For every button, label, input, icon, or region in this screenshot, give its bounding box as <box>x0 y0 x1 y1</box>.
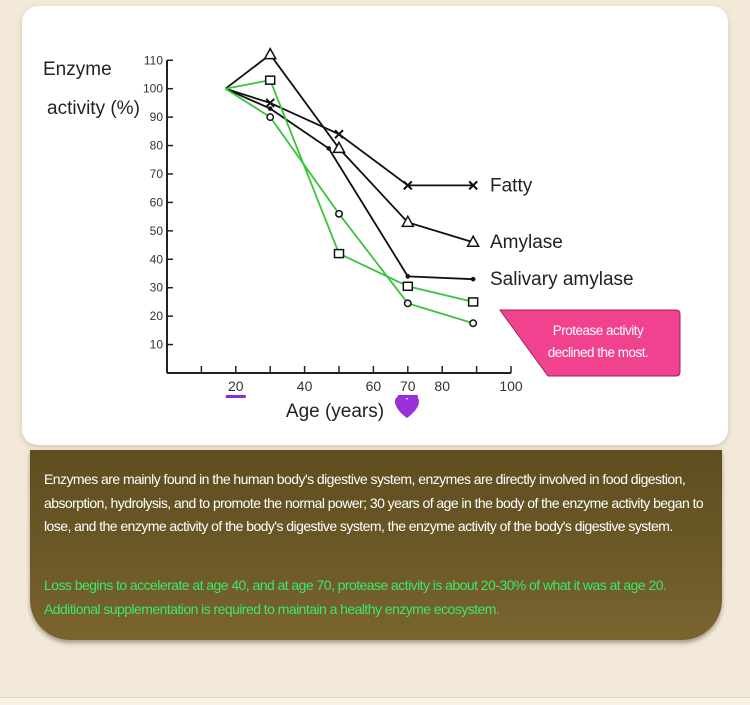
data-point-x <box>265 98 275 108</box>
data-point-square <box>264 75 276 85</box>
data-point-triangle <box>332 140 346 154</box>
x-mark <box>468 180 478 191</box>
x-tick-underline <box>225 395 246 398</box>
y-tick-label: 90 <box>150 110 164 124</box>
y-tick-label: 50 <box>150 224 164 238</box>
callout-text: Protease activity declined the most. <box>518 320 678 364</box>
description-panel: Enzymes are mainly found in the human bo… <box>30 450 722 640</box>
data-point-circle <box>266 113 275 122</box>
series-label: Salivary amylase <box>490 269 634 290</box>
data-point-x <box>334 129 344 139</box>
y-axis-title-line1: Enzyme <box>43 59 112 80</box>
data-point-x <box>468 180 478 191</box>
series-line <box>224 87 474 325</box>
x-tick-label: 60 <box>366 378 382 394</box>
data-point-triangle <box>263 47 277 60</box>
data-point-dot <box>470 276 476 282</box>
callout-box <box>499 309 681 377</box>
x-tick-label: 20 <box>228 378 244 394</box>
data-point-square <box>467 297 479 307</box>
data-point-dot <box>326 146 331 151</box>
data-point-circle <box>403 299 412 308</box>
data-point-dot <box>267 106 273 111</box>
series-label: Fatty <box>490 175 533 196</box>
series-line <box>225 79 474 303</box>
bottom-divider <box>0 697 750 705</box>
data-point-triangle <box>401 214 415 228</box>
data-point-square <box>402 281 414 292</box>
y-axis-title-line2: activity (%) <box>47 98 140 119</box>
y-tick-label: 100 <box>143 82 163 96</box>
y-tick-label: 40 <box>150 252 164 266</box>
y-tick-label: 30 <box>150 281 164 295</box>
series-line <box>224 53 474 244</box>
data-point-square <box>333 248 345 259</box>
x-tick-label: 70 <box>400 378 416 394</box>
x-mark <box>265 98 275 108</box>
callout-line-2: declined the most. <box>547 345 649 360</box>
y-tick-label: 60 <box>150 195 164 209</box>
x-tick-label: 80 <box>434 378 450 394</box>
data-point-triangle <box>466 234 480 247</box>
series-label: Amylase <box>490 232 563 253</box>
data-point-circle <box>335 209 343 218</box>
y-tick-label: 110 <box>144 53 163 67</box>
x-tick-underline <box>397 395 418 398</box>
x-mark <box>334 129 344 139</box>
data-point-dot <box>405 274 411 279</box>
data-point-circle <box>469 319 478 328</box>
x-tick-label: 40 <box>297 378 313 394</box>
data-point-x <box>403 180 413 191</box>
series-line <box>225 87 474 187</box>
heart-icon <box>394 395 420 418</box>
x-axis-title: Age (years) <box>286 401 384 422</box>
x-mark <box>403 180 413 191</box>
y-tick-label: 20 <box>150 309 164 323</box>
callout-line-1: Protease activity <box>552 323 644 338</box>
x-tick-label: 100 <box>499 378 523 394</box>
y-tick-label: 70 <box>150 167 164 181</box>
y-tick-label: 10 <box>150 338 164 352</box>
series-line <box>225 87 474 281</box>
y-tick-label: 80 <box>150 139 164 153</box>
enzyme-activity-chart: 10 20 30 40 50 60 70 80 90 100 110 20 40 60 70 80 100 Age… <box>43 47 681 422</box>
description-paragraph: Enzymes are mainly found in the human bo… <box>44 471 704 534</box>
highlight-paragraph: Loss begins to accelerate at age 40, and… <box>44 577 667 617</box>
